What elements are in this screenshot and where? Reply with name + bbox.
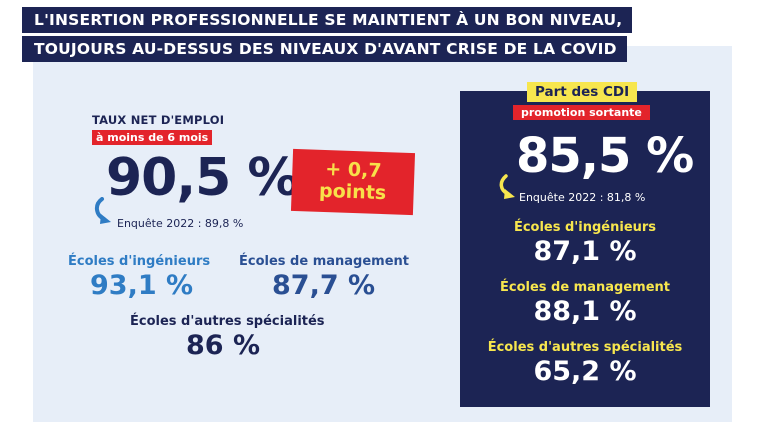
left-engineering-label: Écoles d'ingénieurs: [68, 254, 211, 269]
right-other-value: 65,2 %: [533, 356, 637, 387]
right-other-label: Écoles d'autres spécialités: [487, 340, 683, 355]
cdi-title: Part des CDI: [527, 82, 638, 102]
right-engineering-value: 87,1 %: [533, 236, 637, 267]
employment-rate-title: TAUX NET D'EMPLOI: [92, 113, 225, 127]
cdi-subtitle: promotion sortante: [513, 105, 650, 120]
headline-line-2: TOUJOURS AU-DESSUS DES NIVEAUX D'AVANT C…: [22, 36, 627, 62]
left-other-label: Écoles d'autres spécialités: [130, 314, 325, 329]
headline-line-1: L'INSERTION PROFESSIONNELLE SE MAINTIENT…: [22, 7, 633, 33]
left-other-value: 86 %: [186, 330, 261, 361]
survey-2022-cdi: Enquête 2022 : 81,8 %: [519, 191, 646, 204]
left-engineering-value: 93,1 %: [90, 270, 194, 301]
right-management-label: Écoles de management: [499, 280, 670, 295]
curved-arrow-icon: [95, 197, 111, 224]
curved-arrow-icon: [499, 174, 515, 199]
left-management-label: Écoles de management: [239, 254, 410, 269]
survey-2022-employment: Enquête 2022 : 89,8 %: [117, 217, 244, 230]
points-change-unit: points: [318, 179, 387, 205]
employment-rate-subtitle: à moins de 6 mois: [92, 130, 213, 145]
right-management-value: 88,1 %: [533, 296, 637, 327]
employment-rate-value: 90,5 %: [106, 148, 300, 208]
left-management-value: 87,7 %: [272, 270, 376, 301]
cdi-rate-value: 85,5 %: [516, 128, 694, 184]
cdi-panel: [460, 91, 710, 407]
right-engineering-label: Écoles d'ingénieurs: [513, 220, 657, 235]
points-change-badge: + 0,7 points: [290, 148, 416, 216]
